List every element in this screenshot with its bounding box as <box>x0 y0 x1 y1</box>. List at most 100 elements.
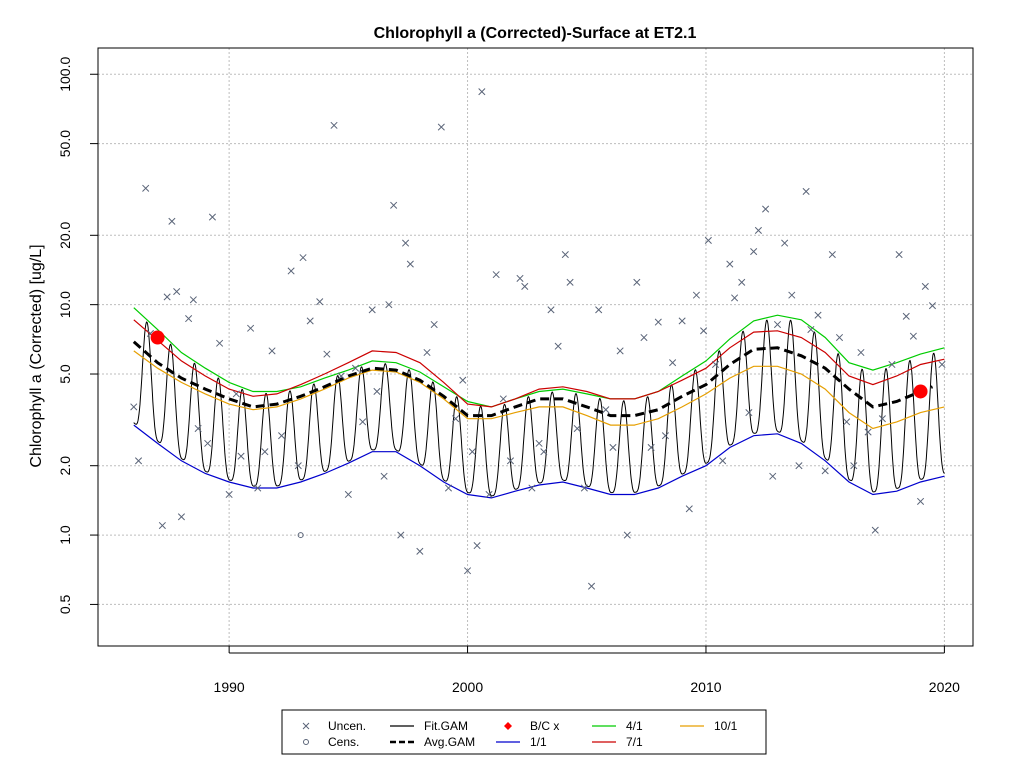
uncensored-point <box>535 439 543 447</box>
uncensored-point <box>208 213 216 221</box>
legend-item: 1/1 <box>496 735 547 749</box>
y-tick-label: 5.0 <box>57 364 73 384</box>
uncensored-point <box>168 217 176 225</box>
uncensored-point <box>158 521 166 530</box>
uncensored-point <box>661 432 669 440</box>
uncensored-point <box>745 409 753 417</box>
uncensored-point <box>402 239 410 247</box>
uncensored-point <box>685 505 693 513</box>
uncensored-point <box>373 387 381 396</box>
uncensored-point <box>130 403 138 411</box>
uncensored-point <box>587 582 596 590</box>
uncensored-point <box>406 260 414 268</box>
uncensored-point <box>623 531 631 539</box>
uncensored-point <box>814 311 822 319</box>
uncensored-point <box>595 306 603 314</box>
uncensored-point <box>738 278 746 286</box>
uncensored-point <box>807 325 815 334</box>
uncensored-point <box>189 296 197 304</box>
uncensored-point <box>835 333 844 342</box>
uncensored-point <box>678 317 686 325</box>
legend-label: Cens. <box>328 735 359 749</box>
uncensored-point <box>452 415 460 423</box>
uncensored-point <box>337 372 345 380</box>
uncensored-point <box>754 226 762 234</box>
uncensored-point <box>185 315 193 323</box>
uncensored-point <box>895 250 903 259</box>
uncensored-point <box>430 320 438 329</box>
y-axis-label: Chlorophyll a (Corrected) [ug/L] <box>28 244 45 467</box>
legend-label: 10/1 <box>714 719 738 733</box>
uncensored-point <box>506 457 515 465</box>
uncensored-point <box>762 205 770 213</box>
legend-box <box>281 709 767 755</box>
uncensored-point <box>916 497 925 505</box>
uncensored-point <box>397 531 405 539</box>
uncensored-point <box>232 390 240 398</box>
legend-label: 7/1 <box>626 735 643 749</box>
uncensored-point <box>928 302 937 310</box>
points-layer <box>130 88 946 590</box>
uncensored-point <box>423 348 431 357</box>
uncensored-point <box>781 239 789 247</box>
grid <box>98 48 973 646</box>
legend-swatch-x <box>302 722 310 730</box>
uncensored-point <box>580 484 588 492</box>
legend-label: Fit.GAM <box>424 719 468 733</box>
uncensored-point <box>711 360 720 369</box>
uncensored-point <box>647 443 655 452</box>
x-tick-label: 2010 <box>690 679 721 695</box>
legend-swatch-circle <box>303 739 309 745</box>
uncensored-point <box>540 448 548 456</box>
legend-swatch-diamond <box>504 722 512 730</box>
uncensored-point <box>204 439 212 447</box>
uncensored-point <box>938 360 946 369</box>
uncensored-point <box>700 327 708 335</box>
uncensored-point <box>633 278 641 286</box>
uncensored-point <box>323 350 331 358</box>
uncensored-point <box>390 201 398 209</box>
uncensored-point <box>609 443 617 452</box>
uncensored-point <box>828 250 836 259</box>
uncensored-point <box>602 406 610 414</box>
series-4-1-line <box>133 307 945 408</box>
y-tick-label: 1.0 <box>57 525 73 545</box>
uncensored-point <box>316 298 324 306</box>
uncensored-point <box>468 448 476 456</box>
uncensored-point <box>177 513 186 521</box>
chart-title: Chlorophyll a (Corrected)-Surface at ET2… <box>374 25 697 42</box>
uncensored-point <box>573 424 581 433</box>
uncensored-point <box>554 342 562 350</box>
uncensored-point <box>359 418 367 426</box>
uncensored-point <box>268 347 276 355</box>
uncensored-point <box>731 294 739 302</box>
legend-item: 4/1 <box>592 719 643 733</box>
legend-item: Avg.GAM <box>390 735 475 749</box>
series-layer <box>132 307 945 499</box>
y-tick-label: 0.5 <box>57 594 73 614</box>
uncensored-point <box>499 395 507 403</box>
plot-frame <box>97 47 974 647</box>
uncensored-point <box>385 301 393 309</box>
uncensored-point <box>478 88 486 96</box>
uncensored-point <box>654 318 662 326</box>
uncensored-point <box>351 364 360 372</box>
series-10-1-line <box>133 350 945 430</box>
legend-item: Fit.GAM <box>390 719 468 733</box>
uncensored-point <box>261 448 269 456</box>
uncensored-point <box>726 260 734 268</box>
uncensored-point <box>437 123 445 131</box>
uncensored-point <box>330 121 338 129</box>
uncensored-point <box>547 306 555 314</box>
uncensored-point <box>561 250 569 259</box>
uncensored-point <box>173 287 181 296</box>
uncensored-point <box>380 472 388 480</box>
uncensored-point <box>704 236 712 244</box>
uncensored-point <box>287 267 295 275</box>
uncensored-point <box>163 293 171 301</box>
uncensored-point <box>237 452 245 460</box>
uncensored-point <box>194 424 202 433</box>
uncensored-point <box>444 484 453 492</box>
uncensored-point <box>134 457 143 465</box>
uncensored-point <box>463 567 472 575</box>
